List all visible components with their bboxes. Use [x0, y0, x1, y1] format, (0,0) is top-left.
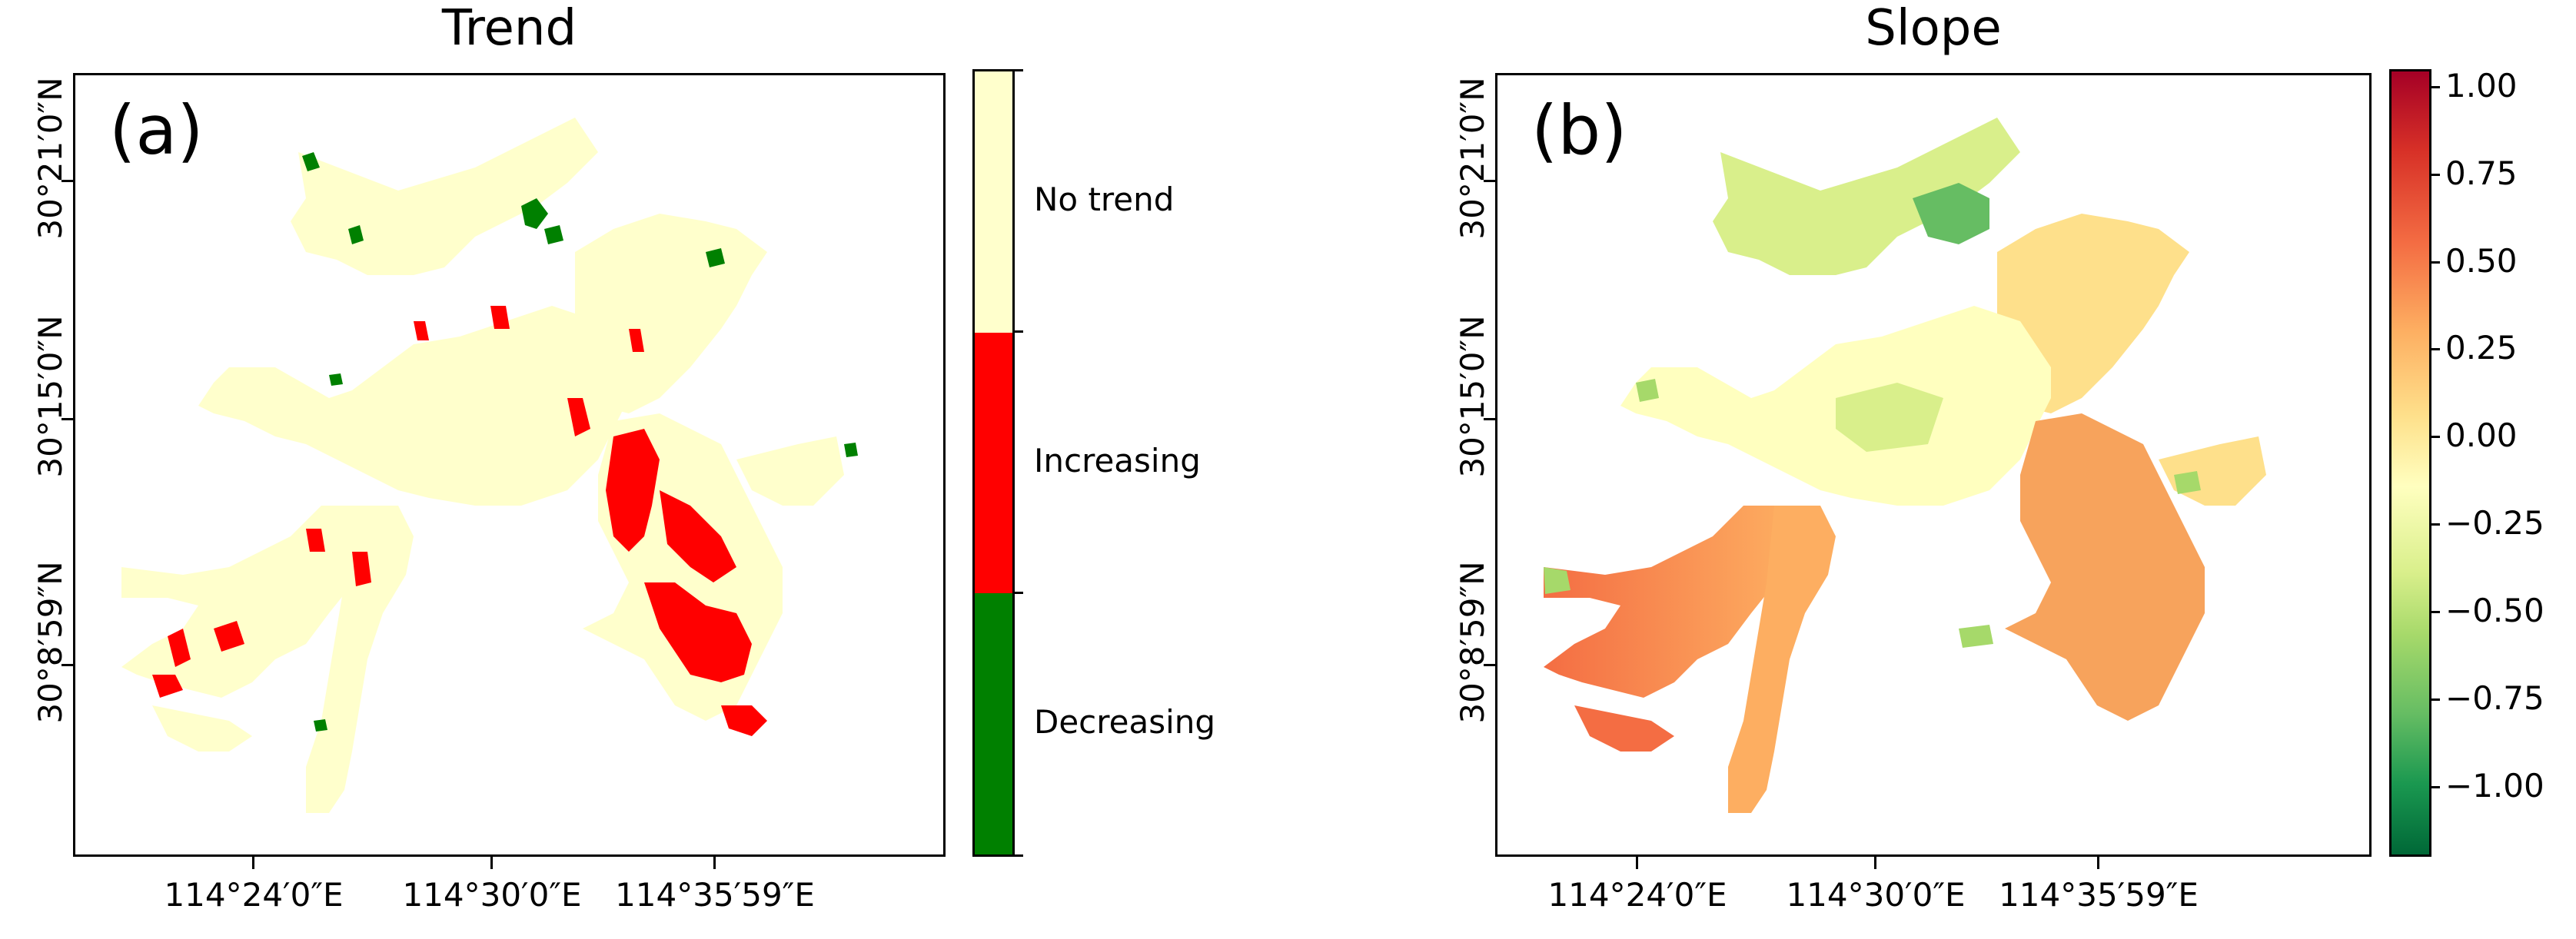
trend-lat-tickmark-2 — [61, 418, 74, 420]
trend-lon-tickmark-1 — [252, 857, 254, 869]
slope-colorbar-tickmark — [2429, 436, 2440, 439]
trend-lon-tickmark-3 — [713, 857, 716, 869]
trend-lon-tickmark-2 — [490, 857, 493, 869]
trend-lat-tickmark-1 — [61, 180, 74, 182]
slope-lon-tick-1: 114°24′0″E — [1547, 876, 1727, 914]
legend-label-decreasing: Decreasing — [1034, 703, 1216, 741]
slope-colorbar-tick-label: 1.00 — [2445, 66, 2518, 105]
legend-tick-1 — [1012, 330, 1023, 333]
slope-colorbar-tick-label: −0.25 — [2445, 504, 2544, 542]
slope-green-fringes — [1544, 379, 2201, 648]
slope-lon-tickmark-1 — [1636, 857, 1638, 869]
slope-lat-tick-1: 30°21′0″N — [1454, 77, 1491, 240]
lake-east-bay — [736, 436, 844, 506]
legend-swatch-no-trend — [975, 71, 1012, 333]
slope-colorbar-tickmark — [2429, 611, 2440, 614]
slope-lat-tick-2: 30°15′0″N — [1454, 315, 1491, 478]
slope-colorbar-tick-label: −0.75 — [2445, 679, 2544, 717]
legend-tick-3 — [1012, 854, 1023, 857]
slope-east-bay — [2159, 436, 2266, 506]
legend-swatch-increasing — [975, 332, 1012, 594]
slope-lake-map — [1544, 118, 2266, 813]
slope-lat-tick-3: 30°8′59″N — [1454, 561, 1491, 724]
slope-lon-tick-2: 114°30′0″E — [1786, 876, 1966, 914]
slope-west-arm — [1544, 506, 1790, 698]
trend-lon-tick-2: 114°30′0″E — [402, 876, 582, 914]
slope-south-arm — [1728, 506, 1836, 813]
panel-b-label: (b) — [1531, 91, 1627, 170]
increasing-patches — [152, 306, 767, 736]
slope-north-green-core — [1913, 183, 1989, 244]
slope-colorbar-tick-label: 0.00 — [2445, 416, 2518, 455]
slope-title: Slope — [1865, 0, 2002, 57]
legend-tick-0 — [1012, 69, 1023, 71]
trend-title: Trend — [441, 0, 577, 57]
slope-east-arm — [2005, 413, 2205, 721]
trend-lat-tickmark-3 — [61, 664, 74, 666]
slope-colorbar-tickmark — [2429, 173, 2440, 176]
trend-lon-tick-1: 114°24′0″E — [164, 876, 344, 914]
slope-colorbar-tickmark — [2429, 523, 2440, 526]
slope-colorbar-tickmark — [2429, 785, 2440, 788]
slope-colorbar-tickmark — [2429, 348, 2440, 351]
slope-colorbar-tickmark — [2429, 260, 2440, 264]
slope-lat-tickmark-2 — [1484, 418, 1496, 420]
trend-lake-map — [121, 118, 858, 813]
trend-lon-tick-3: 114°35′59″E — [615, 876, 815, 914]
slope-lat-tickmark-1 — [1484, 180, 1496, 182]
slope-colorbar — [2389, 69, 2431, 857]
slope-lat-tickmark-3 — [1484, 664, 1496, 666]
slope-lon-tickmark-2 — [1874, 857, 1876, 869]
legend-swatch-decreasing — [975, 593, 1012, 854]
slope-southwest-fingers — [1574, 705, 1674, 752]
slope-colorbar-tick-label: −0.50 — [2445, 592, 2544, 630]
trend-legend-bar — [972, 69, 1015, 857]
slope-colorbar-tick-label: 0.75 — [2445, 154, 2518, 192]
legend-label-no-trend: No trend — [1034, 181, 1175, 218]
lake-southwest-fingers — [152, 705, 252, 752]
legend-label-increasing: Increasing — [1034, 442, 1201, 479]
slope-lon-tickmark-3 — [2097, 857, 2099, 869]
slope-colorbar-tick-label: 0.25 — [2445, 329, 2518, 367]
trend-lat-tick-3: 30°8′59″N — [32, 561, 69, 724]
slope-central-green — [1836, 383, 1943, 452]
lake-central-body — [198, 306, 629, 506]
trend-map-frame: (a) — [73, 73, 946, 857]
decreasing-patches — [302, 152, 858, 732]
trend-lat-tick-2: 30°15′0″N — [32, 315, 69, 478]
lake-north-arm — [291, 118, 598, 275]
slope-colorbar-tickmark — [2429, 698, 2440, 701]
panel-a-label: (a) — [109, 91, 204, 170]
legend-tick-2 — [1012, 592, 1023, 594]
slope-lon-tick-3: 114°35′59″E — [1999, 876, 2199, 914]
slope-north-arm — [1713, 118, 2020, 275]
slope-colorbar-tickmark — [2429, 85, 2440, 88]
slope-map-frame: (b) — [1495, 73, 2372, 857]
slope-colorbar-tick-label: 0.50 — [2445, 241, 2518, 280]
slope-colorbar-tick-label: −1.00 — [2445, 766, 2544, 805]
trend-lat-tick-1: 30°21′0″N — [32, 77, 69, 240]
lake-south-arm — [306, 506, 414, 813]
